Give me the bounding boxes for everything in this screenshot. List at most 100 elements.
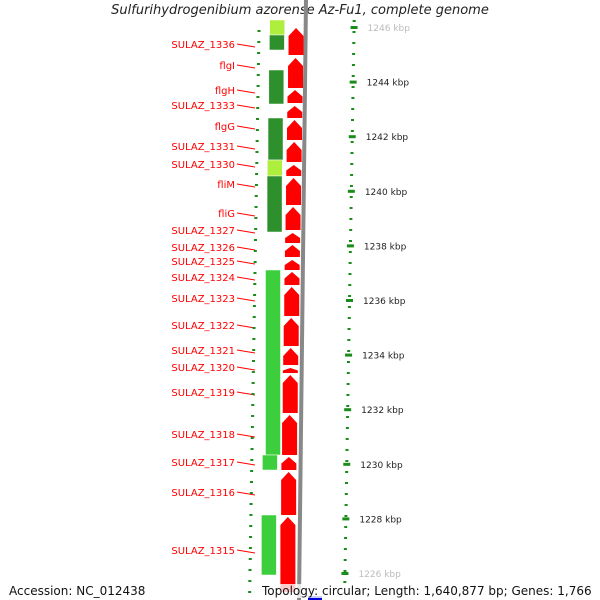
ruler-dot (346, 416, 350, 418)
ruler-major-tick (346, 299, 353, 302)
track-dot (248, 558, 252, 560)
ruler-dot (344, 504, 348, 506)
green-feature (267, 159, 283, 177)
blue-feature (308, 596, 322, 600)
ruler-label: 1244 kbp (367, 79, 410, 89)
ruler-dot (348, 295, 352, 297)
backbone-line (297, 0, 308, 600)
gene-leader-line (236, 461, 256, 466)
ruler-dot (350, 130, 354, 132)
track-dot (249, 503, 253, 505)
gene-arrow (281, 472, 297, 515)
ruler-dot (351, 75, 355, 77)
green-feature (269, 34, 285, 51)
green-feature (268, 69, 285, 105)
gene-label: flgG (215, 122, 235, 133)
ruler-dot (347, 328, 351, 330)
track-dot (253, 283, 257, 285)
track-dot (249, 525, 253, 527)
gene-leader-line (236, 491, 256, 496)
track-dot (250, 448, 254, 450)
gene-label: SULAZ_1324 (171, 273, 235, 284)
track-dot (252, 327, 256, 329)
track-dot (250, 470, 254, 472)
ruler-dot (343, 559, 347, 561)
ruler-dot (352, 53, 356, 55)
green-feature (265, 269, 281, 456)
gene-arrow (287, 120, 302, 140)
gene-label: SULAZ_1336 (171, 40, 235, 51)
gene-label: SULAZ_1331 (171, 142, 235, 153)
genome-title: Sulfurihydrogenibium azorense Az-Fu1, co… (111, 3, 489, 18)
gene-arrow (283, 318, 299, 346)
gene-arrow (287, 90, 303, 103)
ruler-dot (348, 262, 352, 264)
gene-arrow (285, 207, 301, 230)
track-dot (253, 272, 257, 274)
gene-leader-line (236, 89, 256, 94)
gene-label: SULAZ_1320 (171, 363, 235, 374)
topology-text: Topology: circular; Length: 1,640,877 bp… (262, 584, 592, 598)
track-dot (254, 206, 258, 208)
track-dot (257, 30, 261, 32)
gene-label: SULAZ_1318 (171, 430, 235, 441)
gene-leader-line (236, 64, 256, 69)
track-dot (250, 426, 254, 428)
gene-leader-line (236, 125, 256, 130)
gene-label: SULAZ_1321 (171, 346, 235, 357)
gene-arrow (284, 287, 300, 316)
ruler-dot (349, 229, 353, 231)
ruler-major-tick (345, 353, 353, 357)
ruler-dot (343, 581, 347, 583)
track-dot (252, 338, 256, 340)
track-dot (254, 228, 258, 230)
track-dot (249, 492, 253, 494)
track-dot (252, 349, 256, 351)
gene-arrow (284, 260, 300, 270)
ruler-dot (350, 141, 354, 143)
track-dot (257, 52, 261, 54)
track-dot (250, 437, 254, 439)
gene-label: SULAZ_1323 (171, 294, 235, 305)
ruler-dot (349, 196, 353, 198)
ruler-dot (343, 570, 347, 572)
track-dot (249, 536, 253, 538)
ruler-major-tick (341, 572, 349, 575)
ruler-dot (347, 306, 351, 308)
track-dot (248, 569, 252, 571)
ruler-dot (345, 449, 349, 451)
ruler-dot (346, 383, 350, 385)
ruler-dot (349, 185, 353, 187)
gene-label: SULAZ_1322 (171, 321, 235, 332)
gene-arrow (288, 58, 304, 88)
green-feature (267, 117, 284, 161)
track-dot (256, 74, 260, 76)
ruler-label: 1228 kbp (359, 515, 402, 525)
ruler-label: 1246 kbp (368, 24, 411, 34)
gene-leader-line (236, 549, 256, 554)
ruler-dot (348, 251, 352, 253)
track-dot (253, 294, 257, 296)
gene-label: flgI (219, 61, 235, 72)
gene-arrow (282, 368, 298, 373)
ruler-dot (345, 471, 349, 473)
ruler-dot (345, 438, 349, 440)
track-dot (253, 261, 257, 263)
ruler-dot (345, 460, 349, 462)
gene-leader-line (236, 212, 256, 217)
ruler-dot (350, 163, 354, 165)
ruler-dot (347, 317, 351, 319)
ruler-major-tick (350, 26, 358, 29)
gene-arrow (286, 142, 302, 162)
ruler-label: 1236 kbp (363, 297, 406, 307)
ruler-label: 1242 kbp (366, 133, 409, 143)
ruler-dot (344, 482, 348, 484)
track-dot (251, 393, 255, 395)
gene-leader-line (236, 229, 256, 234)
gene-arrow (287, 106, 303, 118)
track-dot (249, 514, 253, 516)
ruler-dot (347, 350, 351, 352)
track-dot (252, 360, 255, 362)
track-dot (251, 371, 255, 373)
